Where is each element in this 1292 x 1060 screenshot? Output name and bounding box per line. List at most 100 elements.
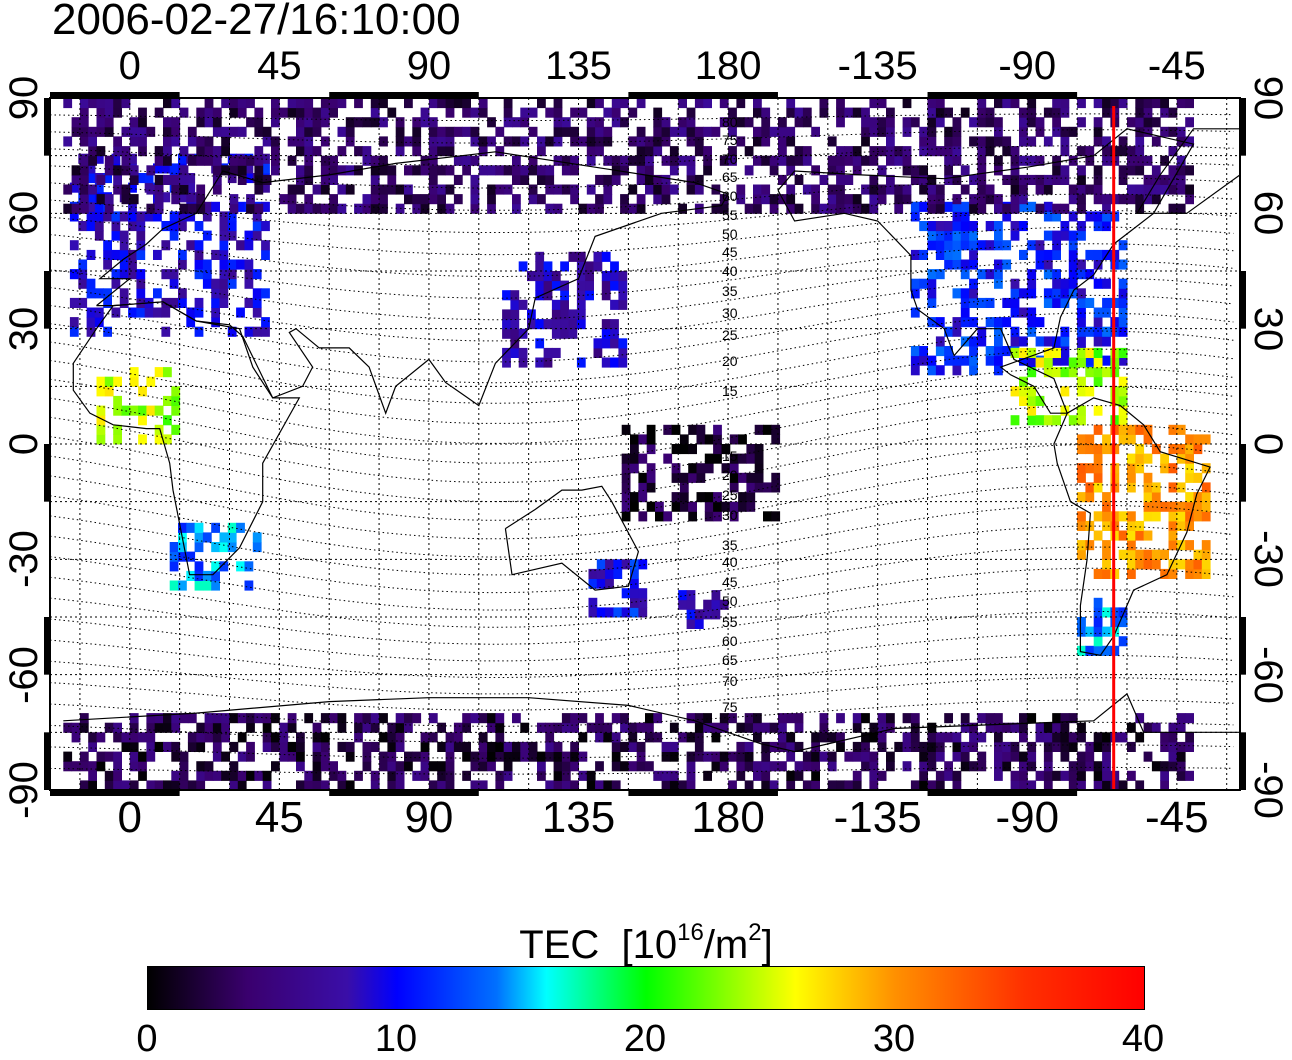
- tec-cell: [1093, 194, 1103, 205]
- tec-cell: [495, 184, 505, 195]
- tec-cell: [952, 770, 962, 781]
- tec-cell: [603, 184, 613, 195]
- tec-cell: [196, 117, 206, 128]
- tec-cell: [678, 126, 687, 137]
- tec-cell: [236, 201, 245, 212]
- tec-cell: [543, 280, 553, 291]
- tec-cell: [553, 136, 563, 147]
- tec-cell: [985, 346, 995, 357]
- tec-cell: [1143, 472, 1153, 483]
- tec-cell: [646, 444, 656, 455]
- tec-cell: [212, 741, 222, 752]
- tec-cell: [345, 751, 355, 762]
- tec-cell: [711, 126, 721, 137]
- tec-cell: [713, 444, 722, 455]
- contour-label: 30: [722, 305, 738, 321]
- tec-cell: [111, 211, 121, 222]
- tec-cell: [1168, 751, 1178, 762]
- tec-cell: [960, 761, 970, 772]
- tec-cell: [738, 501, 747, 512]
- tec-cell: [1151, 444, 1161, 455]
- tec-cell: [669, 184, 679, 195]
- tec-cell: [1118, 317, 1128, 328]
- tec-cell: [296, 146, 305, 157]
- tec-cell: [636, 761, 646, 772]
- tec-cell: [545, 184, 555, 195]
- tec-cell: [646, 424, 656, 435]
- tec-cell: [528, 165, 538, 176]
- tec-cell: [227, 211, 237, 222]
- tec-cell: [1102, 732, 1111, 743]
- tec-cell: [1077, 288, 1086, 299]
- tec-cell: [663, 453, 673, 464]
- tec-cell: [395, 741, 405, 752]
- tec-cell: [977, 269, 987, 280]
- tec-cell: [621, 501, 631, 512]
- tec-cell: [1027, 347, 1037, 358]
- tec-cell: [969, 761, 978, 772]
- tec-cell: [1093, 597, 1103, 608]
- tec-cell: [163, 415, 172, 426]
- tec-cell: [869, 761, 879, 772]
- tec-cell: [144, 211, 154, 222]
- tec-cell: [362, 741, 372, 752]
- tec-cell: [254, 126, 264, 137]
- tec-cell: [354, 722, 363, 733]
- tec-cell: [852, 713, 862, 724]
- tec-cell: [1201, 559, 1211, 570]
- tec-cell: [561, 761, 571, 772]
- tec-cell: [178, 153, 187, 164]
- tec-cell: [445, 107, 455, 118]
- tec-cell: [88, 146, 97, 157]
- tec-cell: [1127, 559, 1136, 570]
- tec-cell: [96, 386, 106, 397]
- tec-cell: [119, 240, 129, 251]
- tec-cell: [445, 184, 455, 195]
- tec-cell: [952, 136, 962, 147]
- tec-cell: [252, 288, 262, 299]
- tec-cell: [202, 269, 212, 280]
- coastlines: [63, 128, 1240, 753]
- tec-cell: [1035, 259, 1045, 270]
- tec-cell: [370, 770, 380, 781]
- tec-cell: [304, 713, 314, 724]
- tec-cell: [661, 741, 671, 752]
- tec-cell: [738, 492, 747, 503]
- tec-cell: [104, 770, 114, 781]
- tec-cell: [518, 357, 528, 368]
- tec-cell: [161, 326, 171, 337]
- tec-cell: [827, 751, 837, 762]
- tec-cell: [1168, 482, 1178, 493]
- tec-cell: [628, 136, 638, 147]
- tec-cell: [503, 751, 513, 762]
- tec-cell: [610, 357, 619, 368]
- tec-cell: [129, 761, 139, 772]
- tec-cell: [71, 732, 81, 743]
- tec-cell: [1068, 741, 1078, 752]
- tec-cell: [211, 570, 220, 581]
- tec-cell: [686, 618, 696, 629]
- tec-cell: [560, 290, 569, 301]
- tec-cell: [1185, 463, 1194, 474]
- tec-cell: [428, 126, 438, 137]
- tec-cell: [919, 165, 928, 176]
- tec-cell: [1085, 326, 1095, 337]
- tec-cell: [645, 155, 654, 166]
- tec-cell: [453, 155, 463, 166]
- tec-cell: [1160, 174, 1169, 185]
- tec-cell: [1168, 520, 1178, 531]
- tec-cell: [1093, 645, 1103, 656]
- tec-cell: [204, 770, 214, 781]
- tec-cell: [104, 386, 114, 397]
- tec-cell: [320, 117, 330, 128]
- tec-cell: [1102, 203, 1111, 214]
- tec-cell: [219, 230, 229, 241]
- tec-cell: [1043, 741, 1053, 752]
- tec-cell: [686, 107, 696, 118]
- tec-cell: [337, 722, 347, 733]
- tec-cell: [694, 146, 704, 157]
- tec-cell: [596, 578, 606, 589]
- tec-cell: [1043, 347, 1053, 358]
- tec-cell: [379, 136, 388, 147]
- tec-cell: [503, 98, 513, 109]
